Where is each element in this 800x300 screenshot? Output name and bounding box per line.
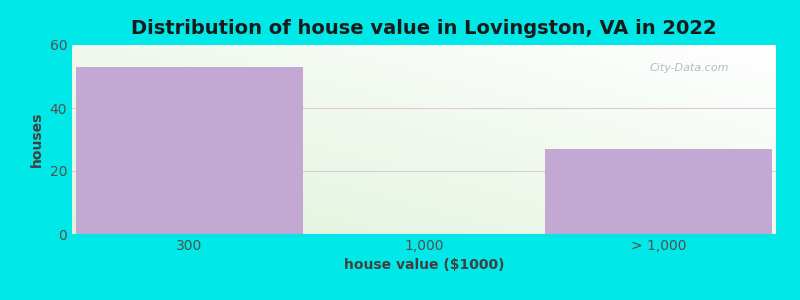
X-axis label: house value ($1000): house value ($1000) (344, 258, 504, 272)
Y-axis label: houses: houses (30, 112, 44, 167)
Text: City-Data.com: City-Data.com (650, 63, 729, 73)
Bar (75, 67, 303, 234)
Bar (545, 149, 773, 234)
Title: Distribution of house value in Lovingston, VA in 2022: Distribution of house value in Lovingsto… (131, 19, 717, 38)
